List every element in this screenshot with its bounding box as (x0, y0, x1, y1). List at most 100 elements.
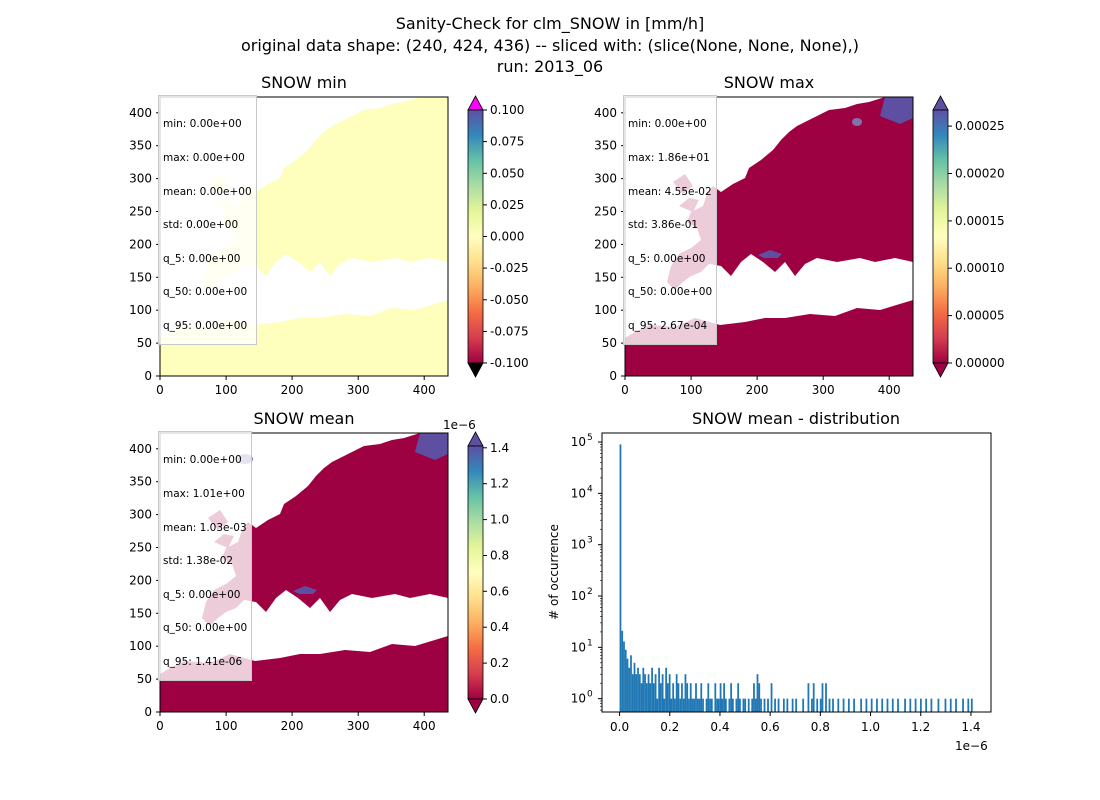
land-mask (160, 433, 448, 712)
histogram-bar (624, 649, 627, 712)
colorbar-tick-label: 0.050 (490, 166, 524, 180)
histogram-bar (693, 698, 696, 712)
histogram-bar (672, 683, 675, 712)
histogram-bar (621, 630, 624, 712)
snow-region-alps (758, 250, 782, 258)
y-tick-label: 10 (571, 692, 586, 706)
x-tick-label: 1.4 (961, 720, 980, 734)
stat-line: q_5: 0.00e+00 (628, 252, 706, 265)
histogram-bar (695, 683, 697, 712)
histogram-bar (684, 674, 687, 712)
histogram-bar (637, 667, 639, 712)
x-tick-label: 0 (621, 383, 629, 397)
x-tick-label: 100 (215, 719, 238, 733)
y-tick-exponent: 1 (587, 638, 593, 648)
colorbar-gradient (932, 109, 949, 364)
histogram-bar (819, 698, 822, 712)
histogram-bar (847, 698, 850, 712)
histogram-bar (853, 698, 856, 712)
stat-line: std: 0.00e+00 (163, 219, 239, 232)
y-tick-label: 200 (129, 237, 152, 251)
figure-title-line-3: run: 2013_06 (497, 57, 603, 77)
land-mask (625, 97, 913, 376)
histogram-bar (751, 698, 754, 712)
histogram-bar (644, 674, 646, 712)
colorbar-tick-label: 1.0 (490, 513, 509, 527)
x-tick-label: 300 (347, 383, 370, 397)
x-tick-label: 0.8 (811, 720, 830, 734)
histogram-bar (707, 683, 710, 712)
colorbar-tick-label: 0.8 (490, 549, 509, 563)
panel-snow-mean: SNOW mean 0 100 200 300 400 0 50 100 150… (129, 409, 509, 733)
colorbar-extend-bottom (932, 362, 949, 378)
histogram-bar (876, 698, 878, 712)
histogram-bar (700, 683, 703, 712)
colorbar-tick-label: 0.00010 (955, 261, 1005, 275)
colorbar-extend-bottom (467, 362, 484, 378)
y-tick-label: 0 (144, 369, 152, 383)
stat-line: q_5: 0.00e+00 (163, 252, 241, 265)
histogram-bar (628, 667, 631, 712)
x-tick-label: 0 (156, 719, 164, 733)
histogram-bar (696, 698, 699, 712)
x-tick-label: 1.0 (861, 720, 880, 734)
panel-snow-min: SNOW min 0 100 200 300 400 0 50 100 150 … (129, 73, 529, 397)
histogram-bar (667, 683, 669, 712)
x-tick-label: 200 (281, 719, 304, 733)
colorbar-tick-label: 0.4 (490, 620, 509, 634)
y-tick-label: 300 (594, 172, 617, 186)
histogram-bar (675, 674, 678, 712)
histogram-bar (645, 683, 648, 712)
y-axis: 0 50 100 150 200 250 300 350 400 (594, 106, 625, 383)
colorbar-tick-label: 0.00000 (955, 356, 1005, 370)
histogram-bar (679, 698, 682, 712)
histogram-bar (721, 698, 724, 712)
histogram-bar (633, 662, 636, 712)
stat-line: mean: 4.55e-02 (628, 185, 712, 198)
stat-line: mean: 0.00e+00 (163, 185, 252, 198)
x-axis: 0 100 200 300 400 (621, 376, 901, 397)
stat-line: max: 1.86e+01 (628, 152, 710, 165)
figure-title-line-2: original data shape: (240, 424, 436) -- … (241, 36, 859, 55)
y-tick-exponent: 3 (587, 536, 593, 546)
histogram-bar (663, 698, 666, 712)
y-tick-label: 50 (602, 336, 617, 350)
y-tick-label: 250 (594, 205, 617, 219)
histogram-bar (730, 683, 733, 712)
histogram-bar (674, 698, 676, 712)
stat-line: std: 1.38e-02 (163, 555, 234, 568)
panel-title: SNOW max (724, 73, 814, 92)
y-tick-label: 10 (571, 435, 586, 449)
x-axis: 0.0 0.2 0.4 0.6 0.8 1.0 1.2 1.4 (610, 712, 980, 734)
colorbar-tick-label: -0.075 (490, 324, 529, 338)
histogram-bar (837, 698, 840, 712)
colorbar-tick-label: 0.2 (490, 656, 509, 670)
colorbar-tick-label: 1.4 (490, 441, 509, 455)
histogram-bar (737, 683, 740, 712)
histogram-bar (758, 683, 761, 712)
plot-frame (601, 432, 992, 713)
y-tick-label: 350 (129, 475, 152, 489)
colorbar-extend-top (932, 95, 949, 111)
histogram-bar (728, 698, 731, 712)
colorbar-tick-label: 0.025 (490, 198, 524, 212)
y-tick-label: 10 (571, 589, 586, 603)
snow-region-alps (293, 586, 317, 594)
histogram-bar (767, 698, 769, 712)
histogram-bar (949, 698, 952, 712)
histogram-bar (937, 698, 940, 712)
histogram-bar (944, 698, 947, 712)
histogram-bar (914, 698, 917, 712)
y-tick-label: 200 (129, 573, 152, 587)
stat-line: min: 0.00e+00 (628, 118, 707, 131)
x-tick-label: 100 (680, 383, 703, 397)
histogram-bar (865, 698, 868, 712)
histogram-bar (802, 698, 805, 712)
histogram-bar (668, 674, 671, 712)
histogram-bar (719, 683, 722, 712)
histogram-bar (962, 698, 964, 712)
histogram-bar (842, 698, 845, 712)
histogram-bar (828, 698, 831, 712)
histogram-bar (619, 444, 622, 712)
